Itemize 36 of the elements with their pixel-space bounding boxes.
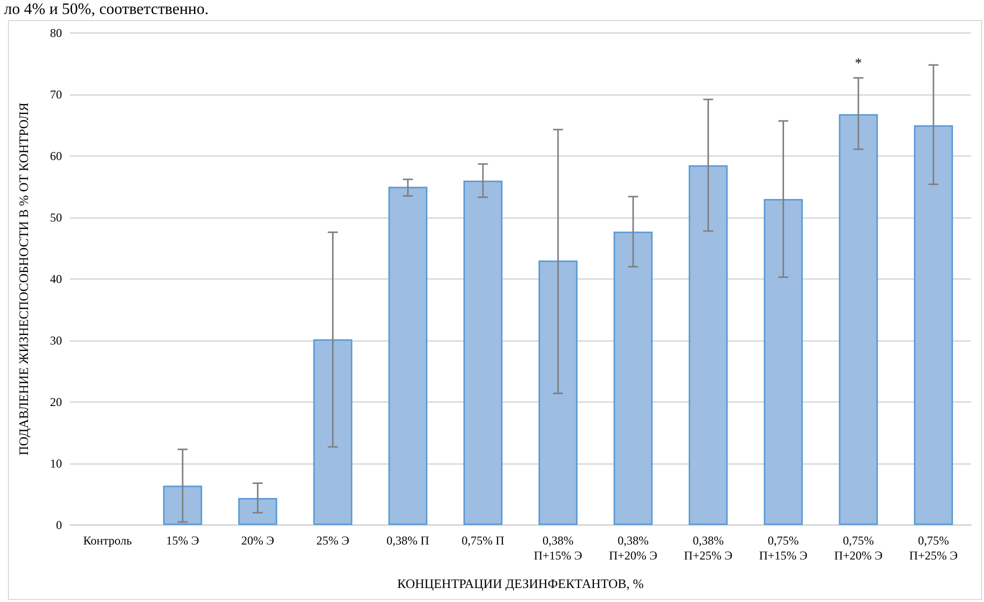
x-tick-label: 20% Э xyxy=(241,534,274,548)
x-axis-title: КОНЦЕНТРАЦИИ ДЕЗИНФЕКТАНТОВ, % xyxy=(397,576,644,591)
text: ло 4% и 50%, соответственно. xyxy=(3,0,210,20)
y-tick-label: 70 xyxy=(50,88,62,102)
bar xyxy=(238,498,278,525)
x-tick-label: 15% Э xyxy=(166,534,200,548)
y-tick-label: 10 xyxy=(50,456,62,470)
bar xyxy=(313,339,352,525)
y-tick-label: 0 xyxy=(56,518,62,532)
x-tick-label: 0,38% П+15% Э xyxy=(534,534,582,562)
bar xyxy=(388,186,428,525)
y-tick-label: 50 xyxy=(50,210,62,224)
bar xyxy=(688,165,728,525)
x-tick-label: Контроль xyxy=(83,534,132,548)
y-tick-label: 20 xyxy=(50,395,62,409)
bar xyxy=(764,199,803,525)
bar xyxy=(463,180,502,525)
y-axis-title: ПОДАВЛЕНИЕ ЖИЗНЕСПОСОБНОСТИ В % ОТ КОНТРОЛЯ xyxy=(16,102,31,456)
y-tick-label: 60 xyxy=(50,149,62,163)
bar xyxy=(538,260,578,525)
x-tick-label: 0,38% П xyxy=(386,534,430,548)
bar xyxy=(163,486,202,525)
x-tick-label: 0,75% П+20% Э xyxy=(834,534,883,562)
annotation: * xyxy=(854,56,862,72)
x-tick-label: 25% Э xyxy=(316,534,350,548)
bar xyxy=(614,232,653,525)
x-tick-label: 0,75% П+15% Э xyxy=(759,534,808,562)
x-tick-label: 0,38% П+20% Э xyxy=(608,534,658,562)
x-tick-label: 0,75% П xyxy=(462,534,505,548)
bar xyxy=(838,114,878,525)
x-tick-label: 0,75% П+25% Э xyxy=(909,534,958,562)
y-tick-label: 40 xyxy=(50,272,62,286)
y-tick-label: 30 xyxy=(50,334,62,348)
x-tick-label: 0,38% П+25% Э xyxy=(684,534,732,562)
bar xyxy=(914,125,953,525)
y-tick-label: 80 xyxy=(50,26,62,40)
